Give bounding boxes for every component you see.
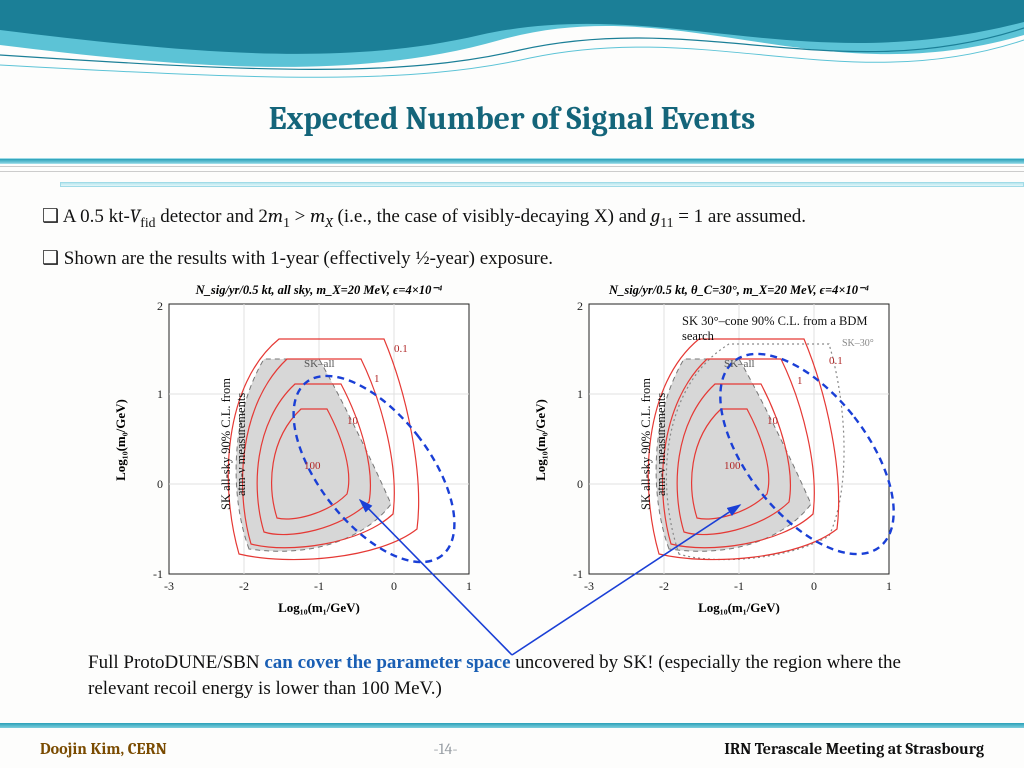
svg-text:Log₁₀(m₁/GeV): Log₁₀(m₁/GeV) — [698, 600, 780, 615]
svg-text:N_sig/yr/0.5 kt, all sky, m_X=: N_sig/yr/0.5 kt, all sky, m_X=20 MeV, ϵ=… — [195, 283, 443, 297]
svg-text:-1: -1 — [734, 579, 744, 593]
svg-text:10: 10 — [767, 415, 779, 427]
slide: Expected Number of Signal Events A 0.5 k… — [0, 0, 1024, 768]
svg-text:100: 100 — [724, 460, 741, 472]
svg-text:0: 0 — [391, 579, 397, 593]
conclusion-text: Full ProtoDUNE/SBN can cover the paramet… — [88, 650, 948, 701]
svg-text:Log₁₀(m₀/GeV): Log₁₀(m₀/GeV) — [533, 399, 548, 481]
svg-text:0: 0 — [811, 579, 817, 593]
svg-text:1: 1 — [374, 373, 380, 385]
header-wave-graphic — [0, 0, 1024, 110]
svg-text:-2: -2 — [239, 579, 249, 593]
svg-text:2: 2 — [577, 299, 583, 313]
slide-title: Expected Number of Signal Events — [0, 100, 1024, 137]
svg-text:SK–all: SK–all — [724, 358, 755, 370]
left-vlabel: SK all-sky 90% C.L. from atm-ν measureme… — [219, 372, 249, 517]
figure-right: 0.1 1 10 100 SK–all SK–30° -3-2-101 -101… — [527, 280, 917, 620]
svg-text:Log₁₀(m₀/GeV): Log₁₀(m₀/GeV) — [113, 399, 128, 481]
bullet-list: A 0.5 kt-Vfid detector and 2m1 > mX (i.e… — [42, 202, 992, 283]
svg-text:-1: -1 — [314, 579, 324, 593]
footer: Doojin Kim, CERN -14- IRN Terascale Meet… — [0, 740, 1024, 758]
svg-text:0: 0 — [157, 477, 163, 491]
footer-venue: IRN Terascale Meeting at Strasbourg — [724, 740, 984, 758]
svg-text:-3: -3 — [584, 579, 594, 593]
figure-row: 0.1 1 10 100 SK–all -3-2-101 -1012 Log₁₀… — [0, 280, 1024, 620]
footer-rule — [0, 723, 1024, 728]
svg-text:0.1: 0.1 — [394, 343, 408, 355]
bullet-2: Shown are the results with 1-year (effec… — [42, 244, 992, 273]
svg-text:2: 2 — [157, 299, 163, 313]
right-vlabel: SK all-sky 90% C.L. from atm-ν measureme… — [639, 372, 669, 517]
svg-text:-1: -1 — [153, 567, 163, 581]
footer-author: Doojin Kim, CERN — [40, 740, 167, 758]
conclusion-pre: Full ProtoDUNE/SBN — [88, 652, 264, 673]
svg-text:-2: -2 — [659, 579, 669, 593]
svg-text:SK–all: SK–all — [304, 358, 335, 370]
title-rule-lines — [0, 166, 1024, 172]
svg-text:1: 1 — [577, 387, 583, 401]
svg-text:1: 1 — [886, 579, 892, 593]
chart-left-svg: 0.1 1 10 100 SK–all -3 -2 -1 0 1 -1 0 1 2 Log₁₀… — [107, 280, 497, 620]
svg-text:100: 100 — [304, 460, 321, 472]
sub-rule — [60, 182, 1024, 187]
svg-text:0: 0 — [577, 477, 583, 491]
footer-page: -14- — [433, 740, 457, 758]
bullet-1: A 0.5 kt-Vfid detector and 2m1 > mX (i.e… — [42, 202, 992, 234]
svg-text:-3: -3 — [164, 579, 174, 593]
svg-text:-1: -1 — [573, 567, 583, 581]
svg-text:1: 1 — [157, 387, 163, 401]
title-rule — [0, 158, 1024, 164]
conclusion-highlight: can cover the parameter space — [264, 652, 510, 673]
figure-left: 0.1 1 10 100 SK–all -3 -2 -1 0 1 -1 0 1 2 Log₁₀… — [107, 280, 497, 620]
svg-text:0.1: 0.1 — [829, 355, 843, 367]
right-sk30-annot: SK 30°–cone 90% C.L. from a BDM search — [682, 314, 902, 344]
svg-text:1: 1 — [797, 375, 803, 387]
svg-text:Log₁₀(m₁/GeV): Log₁₀(m₁/GeV) — [278, 600, 360, 615]
svg-text:1: 1 — [466, 579, 472, 593]
svg-text:10: 10 — [347, 415, 359, 427]
svg-text:N_sig/yr/0.5 kt, θ_C=30°, m_X=: N_sig/yr/0.5 kt, θ_C=30°, m_X=20 MeV, ϵ=… — [608, 283, 869, 297]
